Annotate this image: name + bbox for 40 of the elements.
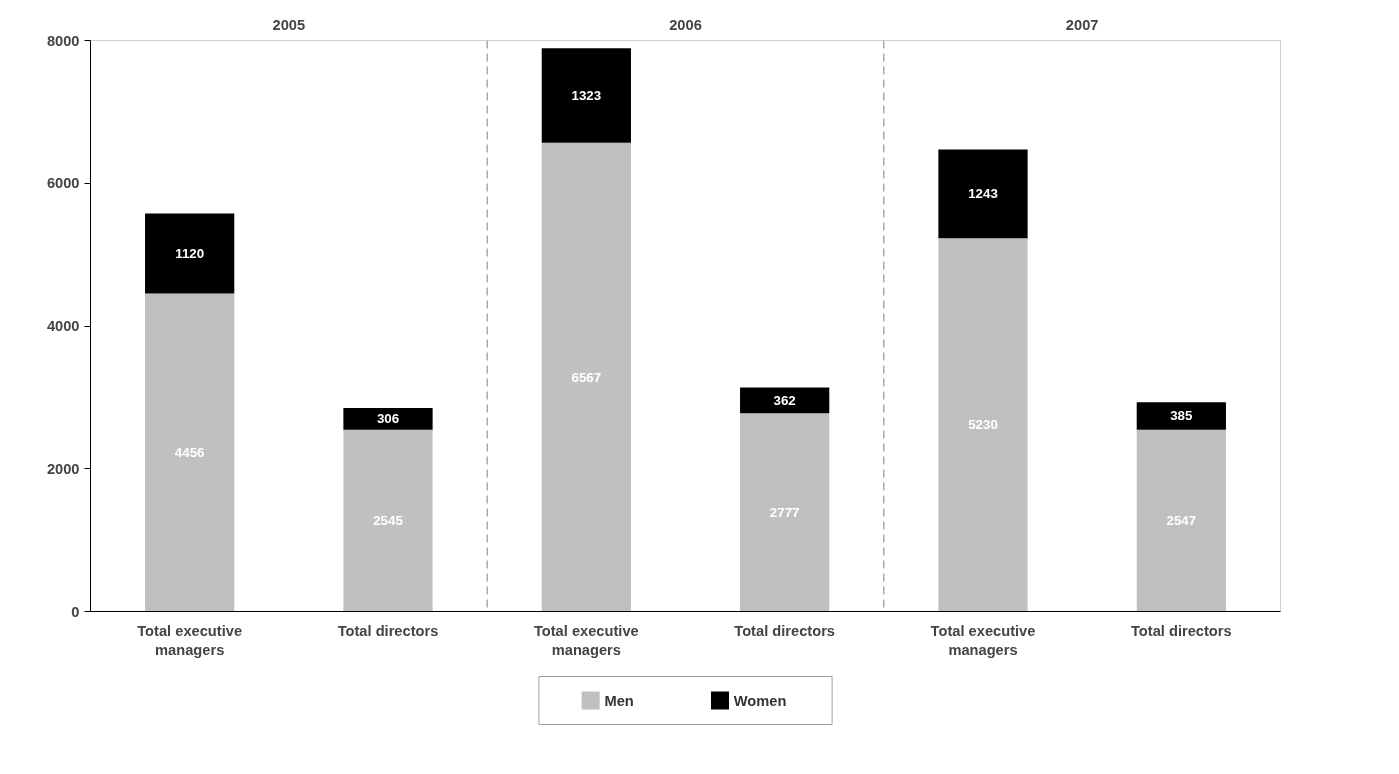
x-tick-label: Total executive managers	[930, 622, 1036, 658]
bar	[145, 293, 235, 612]
x-tick-label: Total executive managers	[137, 622, 243, 658]
bar	[541, 48, 631, 143]
data-label: 1243	[968, 186, 998, 202]
text: 2005	[272, 16, 306, 33]
x-tick-label: Total executive managers	[533, 622, 639, 658]
bar	[343, 429, 433, 612]
bar	[1136, 429, 1226, 612]
y-tick-label: 6000	[46, 175, 80, 192]
text: 2006	[669, 16, 702, 33]
bar	[938, 149, 1028, 239]
y-tick-label: 2000	[46, 460, 80, 477]
legend-label: Women	[733, 692, 787, 709]
y-tick-label: 0	[71, 603, 80, 620]
data-label: 2545	[373, 513, 404, 529]
data-label: 2777	[769, 504, 800, 520]
x-tick-label: Total directors	[1130, 622, 1232, 639]
data-label: 1323	[571, 88, 602, 104]
legend-label: Men	[604, 692, 634, 709]
data-label: 1120	[175, 245, 205, 261]
data-label: 385	[1170, 408, 1194, 424]
y-tick-label: 4000	[46, 318, 80, 334]
bar	[938, 238, 1028, 612]
data-label: 2547	[1166, 513, 1197, 529]
x-tick-label: Total directors	[337, 622, 439, 639]
bar	[1136, 402, 1226, 430]
y-tick-label: 8000	[46, 32, 80, 49]
bar	[343, 408, 433, 430]
data-label: 5230	[968, 417, 998, 433]
bar	[145, 213, 235, 294]
text: 2007	[1065, 16, 1099, 33]
data-label: 362	[773, 392, 796, 408]
bar	[541, 142, 631, 612]
data-label: 306	[376, 411, 400, 427]
bar	[740, 413, 830, 612]
data-label: 4456	[174, 444, 205, 460]
data-label: 6567	[571, 369, 602, 385]
bar	[740, 387, 830, 414]
x-tick-label: Total directors	[734, 622, 836, 639]
